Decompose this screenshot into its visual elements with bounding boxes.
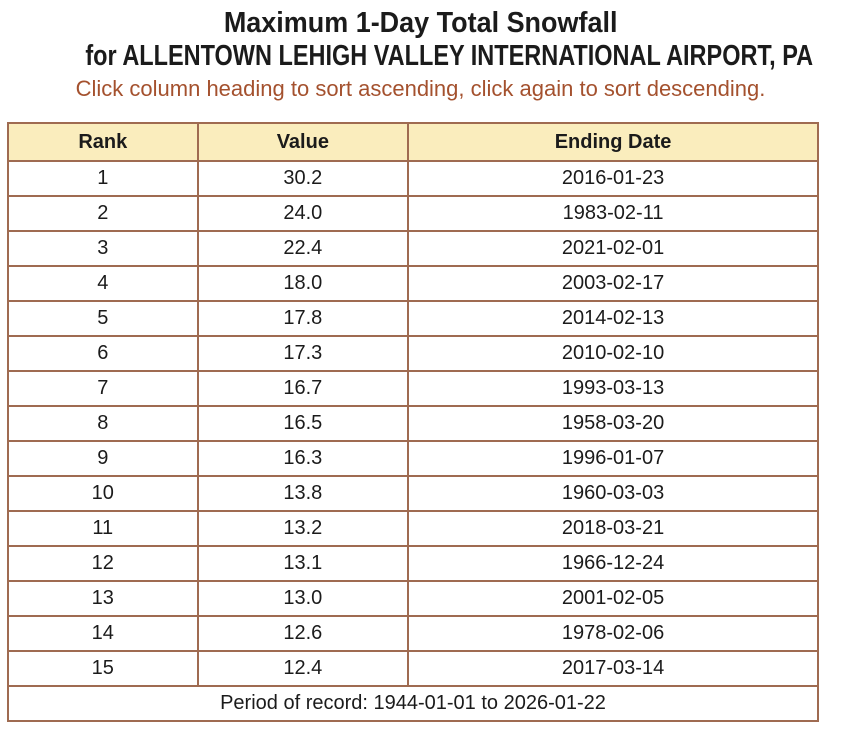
snowfall-records-table: Rank Value Ending Date 1 30.2 2016-01-23 2 24.… — [7, 122, 819, 722]
cell-rank: 11 — [7, 510, 199, 547]
page-title-line2-text: for ALLENTOWN LEHIGH VALLEY INTERNATIONA… — [85, 40, 814, 72]
cell-ending-date: 2017-03-14 — [407, 650, 819, 687]
cell-rank: 12 — [7, 545, 199, 582]
cell-rank: 1 — [7, 160, 199, 197]
table-row: 14 12.6 1978-02-06 — [7, 615, 819, 652]
page-title-line1-text: Maximum 1-Day Total Snowfall — [223, 7, 618, 39]
cell-rank: 10 — [7, 475, 199, 512]
cell-ending-date: 1978-02-06 — [407, 615, 819, 652]
table-row: 13 13.0 2001-02-05 — [7, 580, 819, 617]
table-row: 15 12.4 2017-03-14 — [7, 650, 819, 687]
cell-value: 13.8 — [196, 475, 410, 512]
cell-ending-date: 1996-01-07 — [407, 440, 819, 477]
cell-ending-date: 1960-03-03 — [407, 475, 819, 512]
table-header-row: Rank Value Ending Date — [7, 122, 819, 162]
cell-ending-date: 2016-01-23 — [407, 160, 819, 197]
table-row: 5 17.8 2014-02-13 — [7, 300, 819, 337]
table-footer-row: Period of record: 1944-01-01 to 2026-01-… — [7, 685, 819, 722]
cell-rank: 7 — [7, 370, 199, 407]
table-row: 7 16.7 1993-03-13 — [7, 370, 819, 407]
cell-value: 17.8 — [196, 300, 410, 337]
table-row: 8 16.5 1958-03-20 — [7, 405, 819, 442]
cell-value: 12.4 — [196, 650, 410, 687]
table-row: 10 13.8 1960-03-03 — [7, 475, 819, 512]
cell-ending-date: 1983-02-11 — [407, 195, 819, 232]
cell-value: 30.2 — [196, 160, 410, 197]
page-title-line2: for ALLENTOWN LEHIGH VALLEY INTERNATIONA… — [0, 40, 841, 73]
cell-rank: 3 — [7, 230, 199, 267]
table-row: 4 18.0 2003-02-17 — [7, 265, 819, 302]
cell-rank: 5 — [7, 300, 199, 337]
table-row: 6 17.3 2010-02-10 — [7, 335, 819, 372]
cell-value: 16.3 — [196, 440, 410, 477]
cell-ending-date: 2014-02-13 — [407, 300, 819, 337]
table-row: 11 13.2 2018-03-21 — [7, 510, 819, 547]
cell-rank: 15 — [7, 650, 199, 687]
column-header-value[interactable]: Value — [196, 122, 410, 162]
cell-ending-date: 1966-12-24 — [407, 545, 819, 582]
cell-rank: 13 — [7, 580, 199, 617]
cell-ending-date: 2018-03-21 — [407, 510, 819, 547]
cell-rank: 8 — [7, 405, 199, 442]
records-page: Maximum 1-Day Total Snowfall for ALLENTO… — [0, 7, 841, 722]
cell-ending-date: 1993-03-13 — [407, 370, 819, 407]
cell-value: 17.3 — [196, 335, 410, 372]
cell-rank: 9 — [7, 440, 199, 477]
cell-value: 13.0 — [196, 580, 410, 617]
cell-value: 12.6 — [196, 615, 410, 652]
cell-value: 13.1 — [196, 545, 410, 582]
table-body: 1 30.2 2016-01-23 2 24.0 1983-02-11 3 22.4 2021-… — [7, 160, 819, 687]
cell-ending-date: 2001-02-05 — [407, 580, 819, 617]
cell-rank: 14 — [7, 615, 199, 652]
cell-ending-date: 1958-03-20 — [407, 405, 819, 442]
table-row: 12 13.1 1966-12-24 — [7, 545, 819, 582]
table-row: 2 24.0 1983-02-11 — [7, 195, 819, 232]
cell-rank: 4 — [7, 265, 199, 302]
table-row: 1 30.2 2016-01-23 — [7, 160, 819, 197]
cell-ending-date: 2021-02-01 — [407, 230, 819, 267]
period-of-record: Period of record: 1944-01-01 to 2026-01-… — [7, 685, 819, 722]
sort-instructions: Click column heading to sort ascending, … — [75, 76, 766, 101]
cell-ending-date: 2010-02-10 — [407, 335, 819, 372]
table-row: 3 22.4 2021-02-01 — [7, 230, 819, 267]
cell-value: 24.0 — [196, 195, 410, 232]
cell-value: 13.2 — [196, 510, 410, 547]
cell-value: 22.4 — [196, 230, 410, 267]
cell-rank: 2 — [7, 195, 199, 232]
page-title-line1: Maximum 1-Day Total Snowfall — [0, 7, 841, 40]
table-row: 9 16.3 1996-01-07 — [7, 440, 819, 477]
cell-value: 16.7 — [196, 370, 410, 407]
column-header-ending-date[interactable]: Ending Date — [407, 122, 819, 162]
cell-ending-date: 2003-02-17 — [407, 265, 819, 302]
cell-value: 16.5 — [196, 405, 410, 442]
cell-rank: 6 — [7, 335, 199, 372]
cell-value: 18.0 — [196, 265, 410, 302]
column-header-rank[interactable]: Rank — [7, 122, 199, 162]
